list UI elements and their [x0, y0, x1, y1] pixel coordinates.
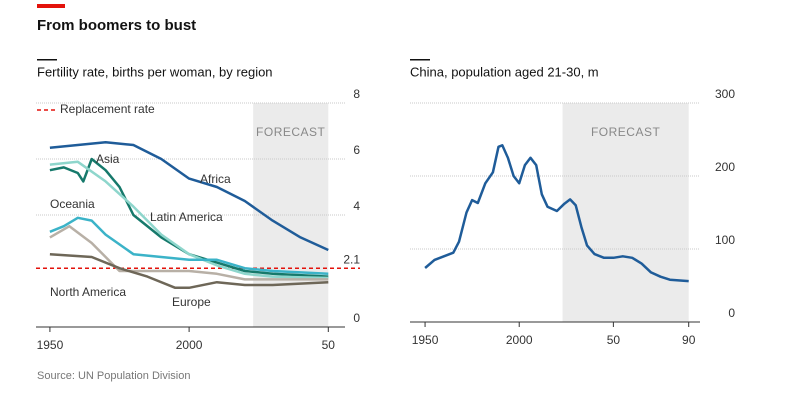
reference-label: 2.1	[343, 252, 360, 266]
forecast-label: FORECAST	[256, 125, 326, 139]
y-tick-label: 100	[715, 233, 735, 247]
series-line	[49, 216, 329, 276]
y-tick-label: 200	[715, 160, 735, 174]
chart-title: China, population aged 21-30, m	[410, 64, 599, 79]
series-label: Oceania	[50, 197, 95, 211]
x-tick-label: 2000	[176, 338, 203, 352]
series-line	[49, 160, 329, 280]
series-line	[49, 224, 329, 281]
series-line	[424, 144, 689, 283]
forecast-band	[562, 103, 689, 322]
title-rule	[37, 59, 57, 61]
x-tick-label: 90	[682, 333, 696, 347]
x-tick-label: 1950	[37, 338, 64, 352]
x-tick-label: 1950	[412, 333, 439, 347]
y-tick-label: 0	[353, 311, 360, 325]
forecast-label: FORECAST	[591, 125, 661, 139]
x-tick-label: 50	[322, 338, 336, 352]
x-tick-label: 50	[607, 333, 621, 347]
series-line	[49, 252, 329, 290]
page-title: From boomers to bust	[37, 17, 196, 34]
y-tick-label: 300	[715, 87, 735, 101]
legend-label: Replacement rate	[60, 102, 155, 116]
brand-bar	[37, 4, 65, 8]
source: Source: UN Population Division	[37, 370, 190, 382]
title-rule	[410, 59, 430, 61]
series-label: Latin America	[150, 210, 223, 224]
y-tick-label: 8	[353, 87, 360, 101]
chart-title: Fertility rate, births per woman, by reg…	[37, 64, 273, 79]
y-tick-label: 4	[353, 199, 360, 213]
series-label: North America	[50, 285, 126, 299]
series-label: Africa	[200, 172, 231, 186]
y-tick-label: 6	[353, 143, 360, 157]
x-tick-label: 2000	[506, 333, 533, 347]
series-label: Europe	[172, 295, 211, 309]
series-line	[49, 140, 329, 252]
series-label: Asia	[96, 152, 120, 166]
y-tick-label: 0	[728, 306, 735, 320]
